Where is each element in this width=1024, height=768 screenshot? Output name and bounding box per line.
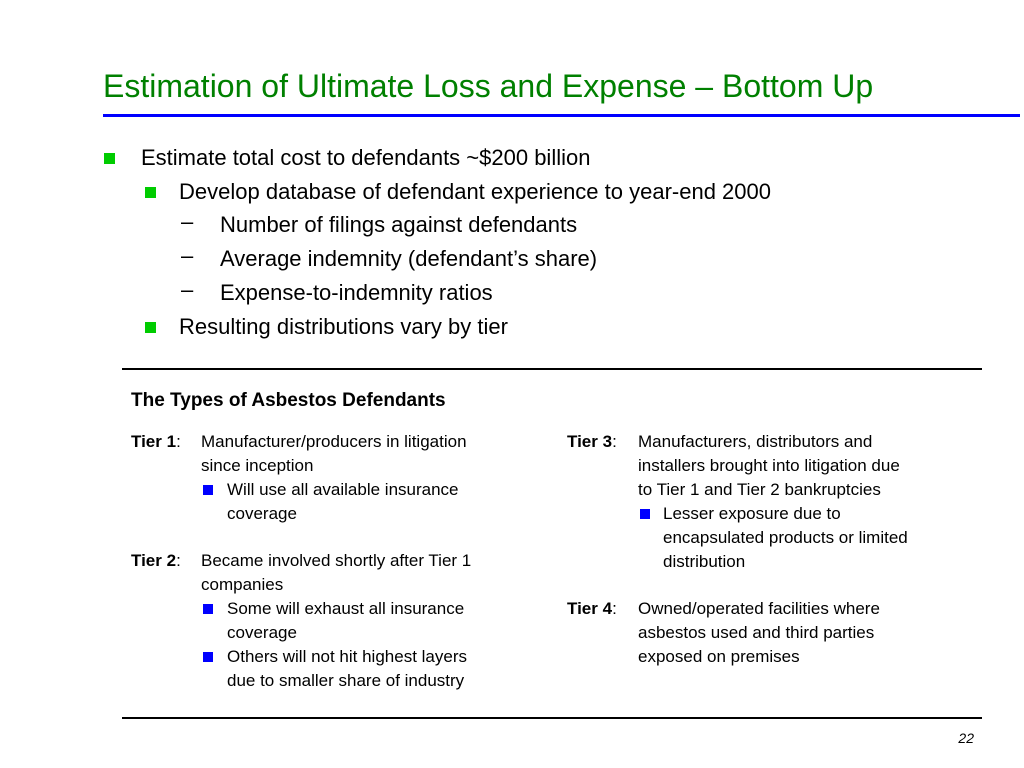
- bullet-dash-expense-ratios: Expense-to-indemnity ratios: [220, 280, 493, 305]
- tier2-description: Became involved shortly after Tier 1 com…: [201, 551, 472, 594]
- tier2-sub-bullet-exhaust: Some will exhaust all insurance coverage: [227, 599, 465, 642]
- sub-bullet-square-icon: [203, 652, 213, 662]
- bullet-dash-indemnity: Average indemnity (defendant’s share): [220, 246, 598, 271]
- sub-bullet-square-icon: [203, 604, 213, 614]
- bullet-square-icon: [145, 187, 156, 198]
- dash-bullet-icon: –: [181, 209, 194, 234]
- slide-title: Estimation of Ultimate Loss and Expense …: [103, 68, 874, 104]
- tier2-label: Tier 2:: [131, 551, 181, 570]
- page-number: 22: [958, 730, 974, 746]
- box-top-rule: [122, 368, 982, 370]
- bullet-square-icon: [145, 322, 156, 333]
- tier3-sub-bullet: Lesser exposure due to encapsulated prod…: [663, 504, 908, 571]
- tier2-sub-bullet-layers: Others will not hit highest layers due t…: [227, 647, 467, 690]
- dash-bullet-icon: –: [181, 277, 194, 302]
- sub-bullet-square-icon: [640, 509, 650, 519]
- bullet-level1: Estimate total cost to defendants ~$200 …: [141, 145, 591, 170]
- tier1-description: Manufacturer/producers in litigation sin…: [201, 432, 467, 475]
- bullet-level2-database: Develop database of defendant experience…: [179, 179, 771, 204]
- tier4-label: Tier 4:: [567, 599, 617, 618]
- sub-bullet-square-icon: [203, 485, 213, 495]
- dash-bullet-icon: –: [181, 243, 194, 268]
- tier1-sub-bullet: Will use all available insurance coverag…: [227, 480, 459, 523]
- title-underline: [103, 114, 1020, 117]
- bullet-level2-distributions: Resulting distributions vary by tier: [179, 314, 508, 339]
- tier4-description: Owned/operated facilities where asbestos…: [638, 599, 880, 666]
- bullet-dash-filings: Number of filings against defendants: [220, 212, 578, 237]
- tier3-label: Tier 3:: [567, 432, 617, 451]
- box-bottom-rule: [122, 717, 982, 719]
- bullet-square-icon: [104, 153, 115, 164]
- tier3-description: Manufacturers, distributors and installe…: [638, 432, 900, 499]
- tier1-label: Tier 1:: [131, 432, 181, 451]
- box-heading: The Types of Asbestos Defendants: [131, 390, 446, 411]
